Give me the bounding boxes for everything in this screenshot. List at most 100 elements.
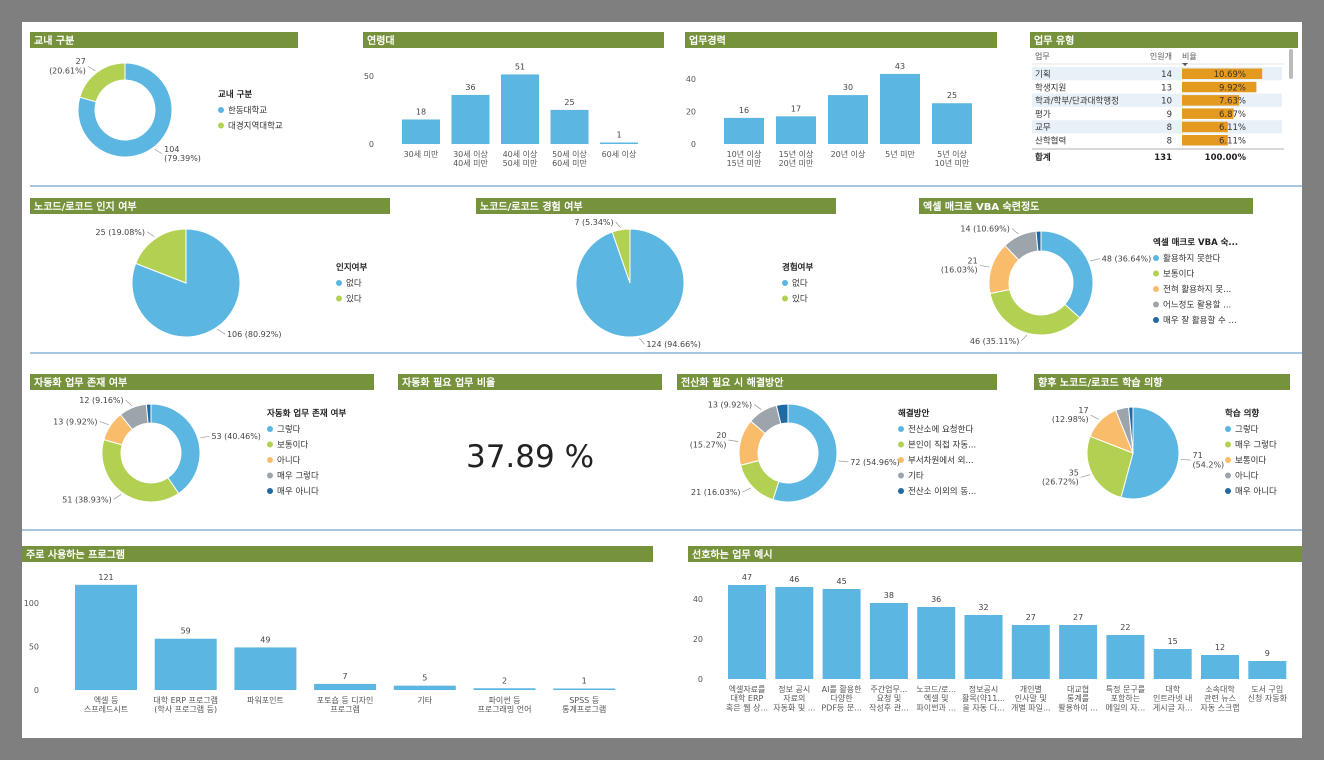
legend-entry-learning: 아니다: [1235, 471, 1259, 482]
bar-preferred-5: [964, 615, 1003, 679]
legend-entry-aware: 있다: [346, 294, 362, 305]
slice-solution-4: [775, 403, 789, 425]
panel-header-preferred: [688, 546, 1302, 562]
leader-school-1: [87, 65, 96, 72]
data-label-vba: 46 (35.11%): [970, 337, 1019, 346]
bar-preferred-10: [1201, 655, 1239, 679]
panel-header-worktype: [1030, 32, 1298, 48]
x-tick-label-career: 10년 이상 15년 미만: [727, 149, 762, 168]
table-cell-count: 13: [1161, 83, 1172, 93]
bar-age-4: [600, 142, 638, 144]
bar-age-0: [402, 119, 440, 144]
bar-career-3: [880, 73, 920, 144]
panel-title-school: 교내 구분: [34, 34, 74, 47]
panel-title-aware: 노코드/로코드 인지 여부: [34, 200, 137, 213]
bar-preferred-1: [775, 587, 814, 679]
panel-title-solution: 전산화 필요 시 해결방안: [681, 376, 784, 389]
x-tick-label-preferred: 도서 구입 신청 자동화: [1248, 685, 1288, 703]
slice-vba-1: [989, 288, 1081, 336]
table-cell-pct: 6.87%: [1219, 110, 1246, 120]
bar-career-1: [776, 116, 816, 144]
y-tick-label-career: 40: [686, 75, 696, 84]
data-label-vba: 21 (16.03%): [941, 256, 978, 274]
data-label-learning: 71 (54.2%): [1193, 451, 1225, 469]
legend-entry-automation: 아니다: [277, 455, 301, 466]
legend-entry-solution: 기타: [908, 472, 924, 482]
table-bar-4: [1182, 121, 1228, 133]
legend-entry-automation: 보통이다: [277, 440, 308, 451]
bar-career-0: [724, 117, 764, 144]
legend-marker-automation-3: [267, 472, 273, 479]
leader-solution-0: [838, 460, 849, 463]
table-scrollbar: [1289, 49, 1293, 79]
leader-experience-0: [639, 337, 645, 345]
leader-automation-0: [199, 435, 210, 439]
data-label-vba: 48 (36.64%): [1102, 255, 1151, 264]
panel-header-learning: [1034, 374, 1290, 390]
legend-marker-solution-4: [898, 488, 904, 494]
leader-vba-0: [1090, 258, 1100, 262]
data-label-school: 27 (20.61%): [49, 57, 86, 75]
panel-title-vba: 엑셀 매크로 VBA 숙련정도: [923, 200, 1039, 213]
x-tick-label-programs: 파워포인트: [247, 695, 284, 705]
leader-automation-3: [125, 399, 133, 406]
panel-title-experience: 노코드/로코드 경험 여부: [480, 200, 583, 213]
leader-aware-1: [146, 231, 155, 238]
bar-programs-2: [234, 647, 297, 690]
x-tick-label-programs: 포토숍 등 디자인 프로그램: [317, 695, 374, 714]
legend-marker-vba-0: [1153, 255, 1159, 261]
data-label-automation: 51 (38.93%): [62, 495, 111, 504]
panel-header-aware: [30, 198, 390, 214]
panel-header-solution: [677, 374, 997, 390]
panel-title-learning: 향후 노코드/로코드 학습 의향: [1038, 376, 1163, 389]
data-label-preferred: 27: [1026, 613, 1036, 622]
bar-age-3: [550, 109, 589, 144]
legend-marker-learning-0: [1225, 426, 1231, 432]
slice-solution-0: [772, 403, 838, 503]
leader-automation-1: [113, 494, 122, 500]
bar-preferred-6: [1011, 625, 1050, 679]
x-tick-label-preferred: 정보공시 활목(약11... 을 자동 다...: [962, 684, 1005, 712]
legend-entry-learning: 보통이다: [1235, 455, 1266, 466]
data-label-age: 25: [564, 98, 574, 107]
legend-entry-vba: 어느정도 활용할 ...: [1163, 300, 1231, 311]
leader-vba-1: [1021, 334, 1028, 342]
table-cell-name: 평가: [1035, 109, 1051, 120]
panel-header-automation: [30, 374, 374, 390]
slice-school-1: [79, 62, 126, 103]
data-label-school: 104 (79.39%): [164, 145, 201, 163]
table-cell-count: 8: [1167, 137, 1172, 147]
legend-entry-vba: 전혀 활용하지 못...: [1163, 284, 1231, 295]
bar-career-4: [932, 103, 972, 144]
table-total-count: 131: [1154, 153, 1172, 163]
data-label-programs: 121: [98, 573, 113, 582]
y-tick-label-age: 0: [369, 140, 374, 149]
x-tick-label-preferred: 개인별 인사말 및 개별 파일...: [1011, 684, 1051, 712]
data-label-age: 1: [616, 131, 621, 140]
legend-marker-vba-3: [1153, 301, 1159, 308]
legend-title-school: 교내 구분: [218, 89, 252, 100]
slice-automation-1: [101, 439, 180, 503]
table-cell-name: 교무: [1035, 123, 1051, 133]
data-label-programs: 7: [343, 672, 348, 681]
bar-preferred-4: [917, 607, 956, 679]
data-label-programs: 49: [260, 635, 270, 644]
x-tick-label-preferred: 대학 인트라넷 내 게시글 자...: [1153, 684, 1193, 712]
data-label-career: 43: [895, 62, 905, 71]
x-tick-label-preferred: 주간업무... 요청 및 작성후 관...: [869, 684, 909, 712]
legend-entry-automation: 매우 아니다: [277, 486, 319, 497]
x-tick-label-age: 50세 이상 60세 미만: [552, 149, 587, 168]
y-tick-label-preferred: 40: [693, 595, 703, 604]
table-bar-2: [1182, 95, 1240, 106]
data-label-preferred: 32: [978, 603, 988, 612]
x-tick-label-programs: 엑셀 등 스프레드시트: [84, 695, 128, 714]
data-label-preferred: 46: [789, 575, 799, 584]
legend-marker-school-1: [218, 122, 224, 129]
slice-aware-1: [135, 228, 187, 284]
legend-marker-aware-0: [336, 280, 342, 286]
legend-entry-learning: 그렇다: [1235, 424, 1259, 435]
bar-programs-3: [314, 683, 377, 690]
data-label-preferred: 22: [1120, 623, 1130, 632]
table-total-name: 합계: [1035, 152, 1051, 163]
table-cell-count: 14: [1161, 70, 1172, 80]
